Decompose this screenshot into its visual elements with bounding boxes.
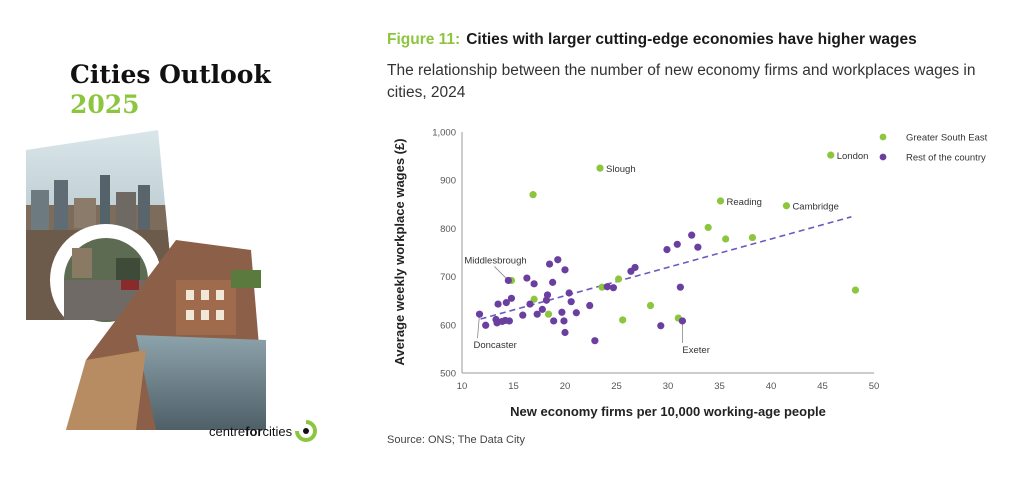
point-label: Cambridge [792, 202, 838, 213]
point-label: Middlesbrough [464, 255, 526, 266]
x-tick-label: 10 [457, 381, 468, 392]
logo-mark-icon [295, 420, 318, 442]
y-tick-label: 500 [440, 369, 456, 380]
gse-data-point [782, 202, 791, 210]
y-tick-label: 600 [440, 320, 456, 331]
rest-data-point [567, 298, 575, 306]
point-label: London [837, 151, 869, 162]
rest-data-point [560, 317, 568, 325]
rest-data-point [565, 289, 573, 297]
rest-data-point [603, 283, 611, 291]
cover-title: Cities Outlook [70, 60, 271, 89]
rest-data-point [502, 299, 510, 307]
rest-data-point [533, 310, 541, 318]
rest-data-point [609, 284, 618, 292]
rest-data-point [663, 246, 671, 254]
rest-data-point [572, 309, 580, 317]
x-tick-label: 50 [869, 381, 880, 392]
rest-data-point [504, 276, 512, 285]
gse-data-point [544, 310, 553, 318]
point-label: Reading [727, 197, 762, 208]
point-label: Doncaster [474, 340, 517, 351]
rest-data-point [688, 231, 696, 239]
rest-data-point [523, 274, 531, 282]
brand-part-3: cities [262, 423, 293, 439]
legend-marker [879, 133, 887, 141]
point-label: Slough [606, 164, 636, 175]
figure-number: Figure 11: [387, 31, 461, 48]
figure-title: Figure 11: Cities with larger cutting-edg… [387, 31, 917, 49]
point-label: Exeter [682, 345, 709, 356]
y-tick-label: 800 [440, 224, 456, 235]
gse-data-point [646, 301, 655, 310]
y-tick-label: 900 [440, 176, 456, 187]
y-axis-label: Average weekly workplace wages (£) [392, 138, 407, 365]
street-photo-circle [50, 224, 162, 336]
gse-data-point [596, 164, 604, 172]
riverside-photo [66, 240, 266, 430]
rest-data-point [530, 280, 538, 288]
centre-for-cities-logo: centre for cities [209, 420, 318, 442]
rest-data-point [494, 300, 502, 308]
rest-data-point [507, 294, 516, 302]
brand-part-2: for [245, 423, 263, 439]
x-tick-label: 45 [817, 381, 828, 392]
label-leader-line [477, 314, 480, 339]
y-tick-label: 1,000 [432, 128, 456, 139]
rest-data-point [657, 322, 665, 330]
rest-data-point [631, 263, 639, 272]
rest-data-point [673, 240, 681, 248]
rest-data-point [561, 328, 569, 337]
rest-data-point [543, 291, 552, 299]
x-tick-label: 20 [560, 381, 571, 392]
gse-data-point [614, 275, 623, 283]
x-tick-label: 15 [508, 381, 519, 392]
cover-year: 2025 [70, 90, 140, 119]
y-tick-label: 700 [440, 272, 456, 283]
rest-data-point [550, 317, 558, 325]
rest-data-point [482, 321, 490, 329]
trendline [480, 216, 852, 320]
x-tick-label: 30 [663, 381, 674, 392]
rest-data-point [554, 256, 562, 264]
gse-data-point [748, 233, 757, 242]
source-note: Source: ONS; The Data City [387, 434, 525, 446]
gse-data-point [530, 295, 538, 303]
legend-marker [879, 153, 887, 161]
rest-data-point [591, 337, 599, 345]
rest-data-point [545, 260, 554, 268]
rest-data-point [694, 243, 702, 251]
rest-data-point [561, 266, 569, 274]
rest-data-point [538, 305, 546, 313]
gse-data-point [716, 197, 725, 205]
figure-subtitle: The relationship between the number of n… [387, 62, 976, 101]
gse-data-point [619, 316, 627, 324]
gse-data-point [827, 151, 835, 159]
rest-data-point [678, 317, 687, 325]
rest-data-point [586, 301, 594, 310]
x-tick-label: 25 [611, 381, 622, 392]
gse-data-point [722, 235, 730, 243]
rest-data-point [519, 311, 527, 319]
legend: Greater South East Rest of the country [879, 133, 988, 164]
legend-entry: Greater South East [906, 133, 988, 144]
x-axis-label: New economy firms per 10,000 working-age… [510, 404, 826, 419]
brand-part-1: centre [209, 423, 246, 439]
rest-data-point [558, 308, 566, 316]
gse-data-point [851, 286, 860, 294]
rest-data-point [505, 317, 513, 325]
rest-data-point [676, 283, 684, 291]
figure-title-text: Cities with larger cutting-edge economie… [466, 31, 917, 48]
rest-data-point [526, 300, 534, 308]
x-tick-label: 40 [766, 381, 777, 392]
rest-data-point [549, 278, 557, 286]
rest-data-point [475, 310, 484, 318]
gse-data-point [529, 191, 537, 199]
gse-data-point [704, 223, 712, 232]
x-tick-label: 35 [714, 381, 725, 392]
cover-photo-ring [26, 130, 266, 430]
scatter-chart: 10 15 20 25 30 35 40 45 50 500 600 700 800 900 1,000 L… [392, 128, 988, 420]
legend-entry: Rest of the country [906, 153, 986, 164]
